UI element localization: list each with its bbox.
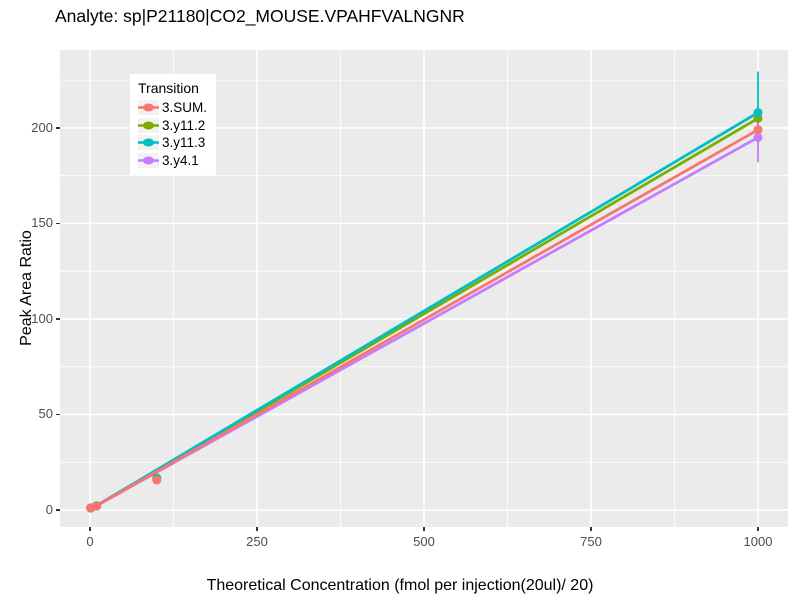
data-point-3.SUM.: [753, 125, 763, 135]
legend-label: 3.SUM.: [162, 100, 208, 116]
legend-key-icon: [138, 135, 159, 151]
legend: Transition 3.SUM. 3.y11.2 3.y11.3 3.y4.1: [130, 74, 217, 175]
x-axis-title: Theoretical Concentration (fmol per inje…: [206, 577, 594, 594]
fit-line-3.y11.3: [88, 111, 760, 511]
x-tick-mark: [256, 527, 258, 531]
data-point-3.y4.1: [753, 132, 763, 142]
y-tick-label: 200: [31, 119, 53, 135]
fit-line-3.SUM.: [88, 128, 760, 511]
x-tick-mark: [423, 527, 425, 531]
legend-label: 3.y11.3: [162, 135, 206, 151]
x-tick-mark: [590, 527, 592, 531]
legend-rows: 3.SUM. 3.y11.2 3.y11.3 3.y4.1: [138, 99, 207, 169]
y-tick-label: 50: [38, 406, 53, 422]
y-tick-label: 150: [31, 215, 53, 231]
data-point-3.SUM.: [152, 475, 162, 485]
y-tick-mark: [56, 318, 60, 320]
x-tick-label: 250: [246, 534, 268, 549]
y-tick-mark: [56, 222, 60, 225]
x-tick-label: 750: [580, 534, 602, 549]
legend-entry-3.SUM.: 3.SUM.: [138, 99, 207, 117]
legend-key-icon: [138, 152, 159, 168]
legend-entry-3.y4.1: 3.y4.1: [138, 152, 207, 170]
y-axis-title: Peak Area Ratio: [18, 230, 35, 346]
data-point-3.SUM.: [92, 501, 102, 511]
x-tick-label: 1000: [743, 534, 773, 549]
legend-key-icon: [138, 100, 159, 116]
plot-title: Analyte: sp|P21180|CO2_MOUSE.VPAHFVALNGN…: [55, 6, 465, 26]
legend-label: 3.y4.1: [162, 152, 199, 168]
y-tick-label: 0: [45, 502, 53, 517]
x-tick-mark: [757, 527, 759, 531]
legend-key-icon: [138, 117, 159, 133]
y-tick-label: 100: [31, 310, 53, 326]
x-tick-label: 0: [86, 534, 94, 549]
y-tick-mark: [56, 127, 60, 129]
x-tick-mark: [89, 527, 91, 531]
x-tick-label: 500: [413, 534, 435, 549]
data-point-3.y11.3: [753, 108, 763, 118]
legend-label: 3.y11.2: [162, 117, 206, 133]
legend-entry-3.y11.2: 3.y11.2: [138, 117, 207, 135]
y-tick-mark: [56, 509, 60, 511]
y-tick-mark: [56, 413, 60, 416]
legend-title: Transition: [138, 80, 199, 96]
legend-entry-3.y11.3: 3.y11.3: [138, 134, 207, 152]
